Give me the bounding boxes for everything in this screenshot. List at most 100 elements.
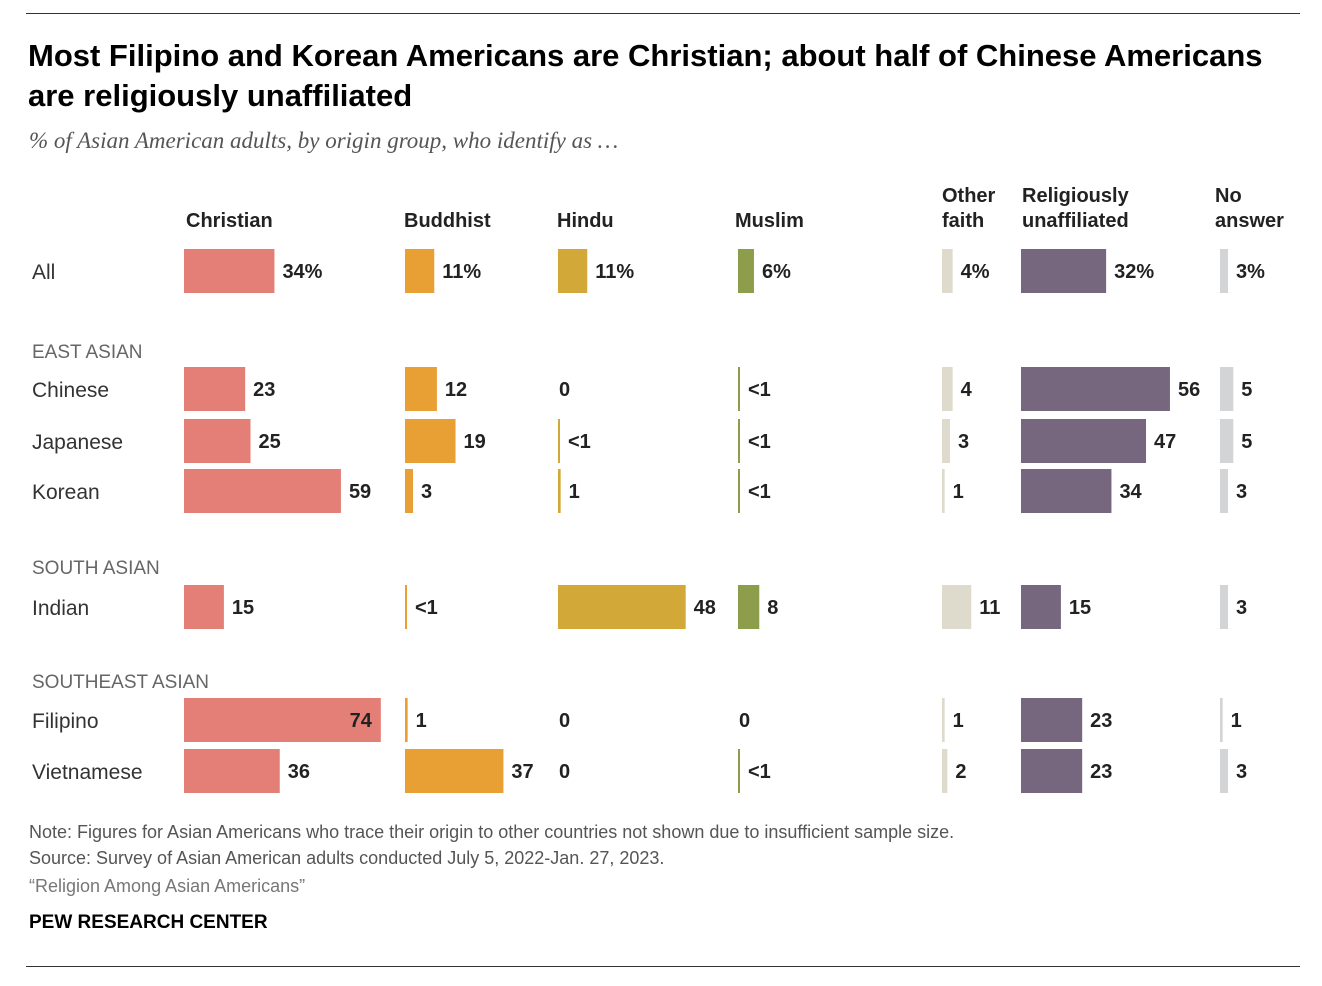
value-label-chinese-hindu: 0 xyxy=(559,379,570,401)
value-label-all-noanswer: 3% xyxy=(1236,261,1265,283)
bar-vietnamese-christian xyxy=(184,749,280,793)
value-label-filipino-muslim: 0 xyxy=(739,710,750,732)
value-label-all-buddhist: 11% xyxy=(442,261,481,283)
bar-indian-other xyxy=(942,585,972,629)
value-label-vietnamese-noanswer: 3 xyxy=(1236,761,1247,783)
value-label-korean-buddhist: 3 xyxy=(421,481,432,503)
bar-japanese-muslim xyxy=(738,419,740,463)
value-label-filipino-unaffiliated: 23 xyxy=(1090,710,1112,732)
org-name: PEW RESEARCH CENTER xyxy=(29,912,268,933)
bar-vietnamese-buddhist xyxy=(405,749,504,793)
row-label-indian: Indian xyxy=(32,597,89,620)
group-label-east-asian: EAST ASIAN xyxy=(32,342,143,363)
value-label-chinese-noanswer: 5 xyxy=(1241,379,1252,401)
bar-vietnamese-unaffiliated xyxy=(1021,749,1083,793)
bar-all-muslim xyxy=(738,249,754,293)
column-header-other: Other xyxy=(942,185,996,207)
bar-korean-hindu xyxy=(558,469,561,513)
value-label-filipino-hindu: 0 xyxy=(559,710,570,732)
bar-korean-christian xyxy=(184,469,341,513)
value-label-korean-other: 1 xyxy=(953,481,964,503)
value-label-vietnamese-hindu: 0 xyxy=(559,761,570,783)
value-label-vietnamese-other: 2 xyxy=(955,761,966,783)
value-label-filipino-buddhist: 1 xyxy=(416,710,427,732)
value-label-japanese-muslim: <1 xyxy=(748,431,771,453)
value-label-filipino-christian: 74 xyxy=(350,710,373,732)
column-header-other: faith xyxy=(942,210,984,232)
bar-chinese-other xyxy=(942,367,953,411)
value-label-korean-muslim: <1 xyxy=(748,481,771,503)
report-title: “Religion Among Asian Americans” xyxy=(29,876,306,896)
value-label-all-other: 4% xyxy=(961,261,990,283)
source-note: Source: Survey of Asian American adults … xyxy=(29,848,665,868)
column-header-muslim: Muslim xyxy=(735,210,804,232)
value-label-indian-other: 11 xyxy=(979,597,1000,619)
bar-filipino-buddhist xyxy=(405,698,408,742)
bar-all-noanswer xyxy=(1220,249,1228,293)
column-header-christian: Christian xyxy=(186,210,273,232)
value-label-korean-christian: 59 xyxy=(349,481,371,503)
value-label-all-muslim: 6% xyxy=(762,261,791,283)
value-label-indian-hindu: 48 xyxy=(694,597,716,619)
value-label-all-hindu: 11% xyxy=(595,261,634,283)
bar-filipino-noanswer xyxy=(1220,698,1223,742)
group-label-southeast-asian: SOUTHEAST ASIAN xyxy=(32,672,209,693)
bar-indian-unaffiliated xyxy=(1021,585,1061,629)
value-label-indian-buddhist: <1 xyxy=(415,597,438,619)
bar-filipino-unaffiliated xyxy=(1021,698,1083,742)
value-label-all-unaffiliated: 32% xyxy=(1114,261,1154,283)
bar-japanese-unaffiliated xyxy=(1021,419,1147,463)
bar-japanese-other xyxy=(942,419,950,463)
column-header-unaffiliated: unaffiliated xyxy=(1022,210,1129,232)
value-label-japanese-unaffiliated: 47 xyxy=(1154,431,1176,453)
value-label-vietnamese-christian: 36 xyxy=(288,761,310,783)
bar-chinese-noanswer xyxy=(1220,367,1234,411)
bar-filipino-christian xyxy=(184,698,381,742)
chart-title: Most Filipino and Korean Americans are C… xyxy=(28,38,1263,113)
value-label-indian-christian: 15 xyxy=(232,597,254,619)
column-header-noanswer: answer xyxy=(1215,210,1284,232)
bar-all-hindu xyxy=(558,249,588,293)
column-header-buddhist: Buddhist xyxy=(404,210,491,232)
value-label-chinese-christian: 23 xyxy=(253,379,275,401)
value-label-filipino-other: 1 xyxy=(953,710,964,732)
value-label-vietnamese-muslim: <1 xyxy=(748,761,771,783)
bar-japanese-christian xyxy=(184,419,251,463)
bar-korean-unaffiliated xyxy=(1021,469,1112,513)
value-label-vietnamese-unaffiliated: 23 xyxy=(1090,761,1112,783)
bar-chinese-muslim xyxy=(738,367,740,411)
value-label-vietnamese-buddhist: 37 xyxy=(511,761,533,783)
bar-indian-christian xyxy=(184,585,224,629)
value-label-filipino-noanswer: 1 xyxy=(1231,710,1242,732)
value-label-korean-hindu: 1 xyxy=(569,481,580,503)
row-label-chinese: Chinese xyxy=(32,379,109,402)
bar-korean-buddhist xyxy=(405,469,413,513)
row-label-all: All xyxy=(32,261,55,284)
row-label-korean: Korean xyxy=(32,481,100,504)
value-label-chinese-unaffiliated: 56 xyxy=(1178,379,1200,401)
bar-indian-muslim xyxy=(738,585,760,629)
value-label-japanese-noanswer: 5 xyxy=(1241,431,1252,453)
column-header-unaffiliated: Religiously xyxy=(1022,185,1130,207)
value-label-chinese-buddhist: 12 xyxy=(445,379,467,401)
bar-japanese-hindu xyxy=(558,419,560,463)
bar-japanese-buddhist xyxy=(405,419,456,463)
value-label-indian-muslim: 8 xyxy=(767,597,778,619)
bar-chinese-christian xyxy=(184,367,246,411)
value-label-japanese-hindu: <1 xyxy=(568,431,591,453)
bar-chart: Christian Buddhist Hindu Muslim Other faith Re… xyxy=(32,185,1284,793)
value-label-indian-unaffiliated: 15 xyxy=(1069,597,1091,619)
column-header-hindu: Hindu xyxy=(557,210,614,232)
bar-korean-muslim xyxy=(738,469,740,513)
top-rule xyxy=(26,13,1300,14)
bar-filipino-other xyxy=(942,698,945,742)
bar-chinese-buddhist xyxy=(405,367,437,411)
column-header-noanswer: No xyxy=(1215,185,1242,207)
bar-indian-buddhist xyxy=(405,585,407,629)
bar-vietnamese-other xyxy=(942,749,948,793)
bar-indian-hindu xyxy=(558,585,686,629)
bar-indian-noanswer xyxy=(1220,585,1228,629)
bar-korean-noanswer xyxy=(1220,469,1228,513)
bar-all-buddhist xyxy=(405,249,435,293)
value-label-chinese-other: 4 xyxy=(961,379,973,401)
